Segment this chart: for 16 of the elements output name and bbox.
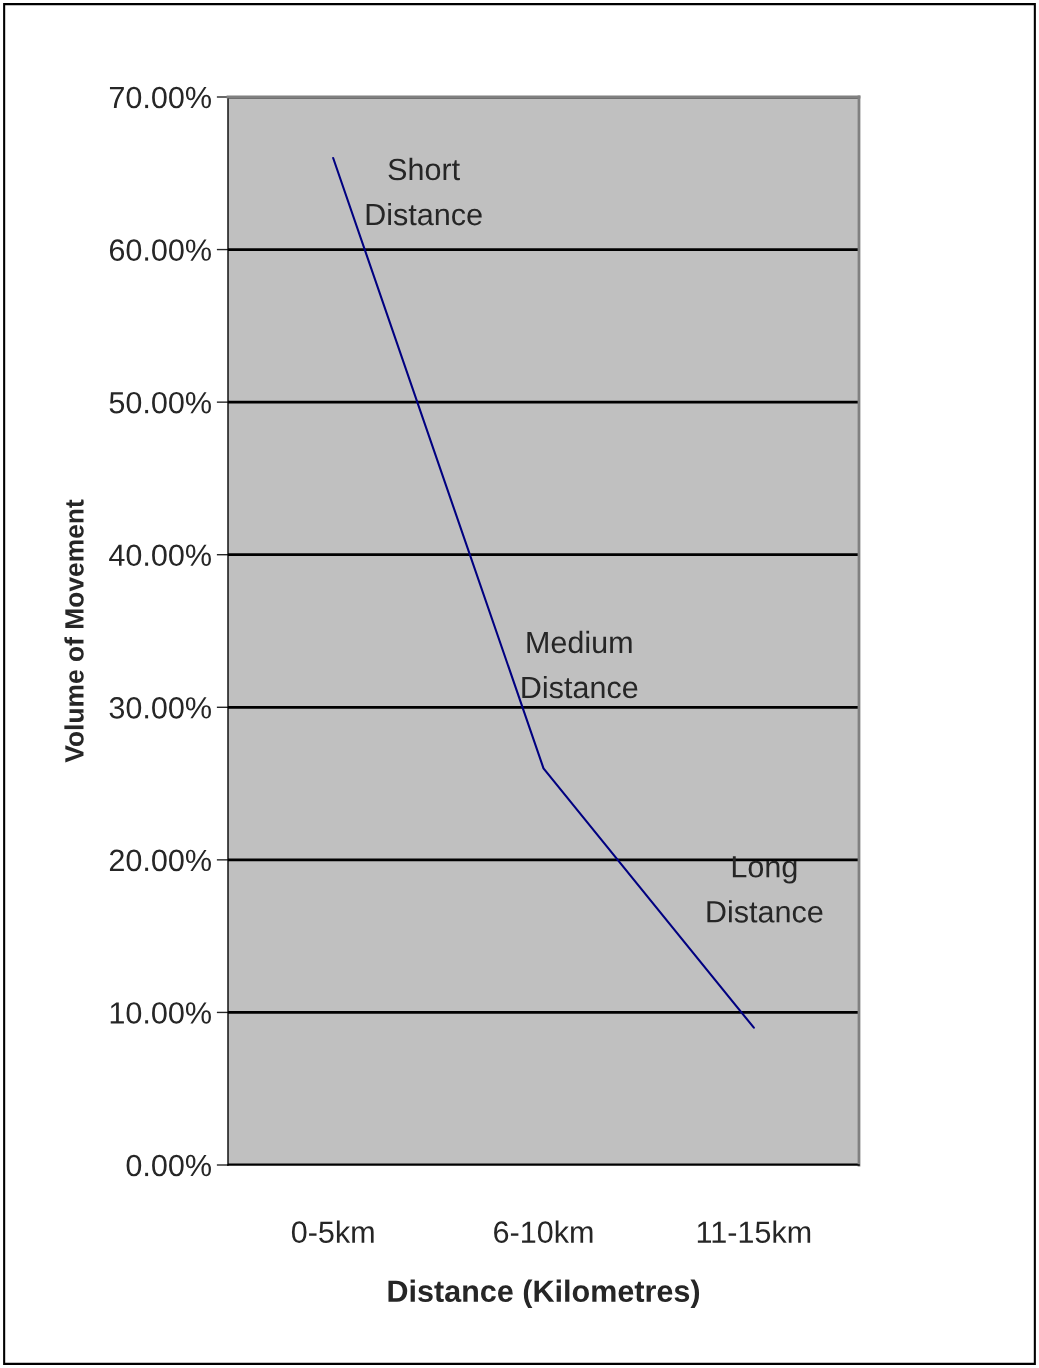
y-tick-label: 0.00% — [126, 1154, 211, 1177]
x-axis-title: Distance (Kilometres) — [388, 1279, 700, 1309]
y-axis-title: Volume of Movement — [64, 499, 84, 763]
annotation: Long Distance — [707, 856, 823, 923]
y-tick-label: 70.00% — [109, 86, 211, 109]
y-tick-label: 40.00% — [109, 544, 211, 567]
y-tick-label: 20.00% — [109, 849, 211, 872]
annotation: Medium Distance — [522, 630, 638, 699]
x-tick-label: 6-10km — [494, 1220, 593, 1243]
y-tick-label: 60.00% — [109, 239, 211, 261]
x-tick-label: 0-5km — [291, 1220, 374, 1243]
y-tick-label: 10.00% — [110, 1002, 211, 1024]
x-tick-label: 11-15km — [697, 1220, 811, 1243]
annotation: Short Distance — [366, 157, 482, 226]
y-tick-label: 30.00% — [109, 697, 211, 719]
y-tick-label: 50.00% — [109, 391, 211, 414]
